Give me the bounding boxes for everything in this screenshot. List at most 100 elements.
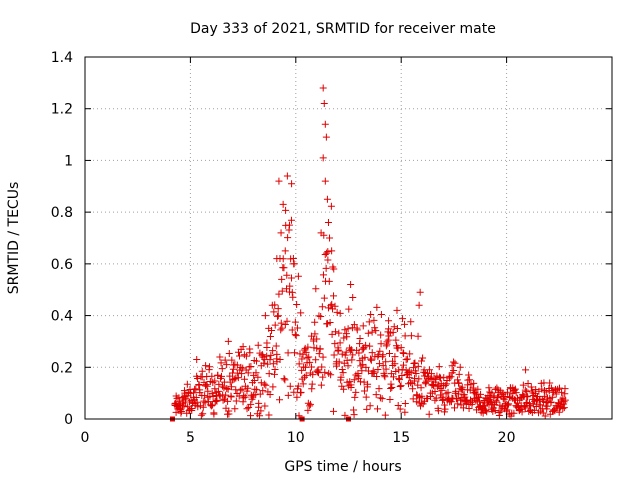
data-point (180, 402, 188, 410)
data-point (435, 363, 443, 371)
data-point (522, 366, 530, 374)
data-point (342, 330, 350, 338)
data-point (210, 410, 218, 418)
data-point (338, 350, 346, 358)
data-point (220, 384, 228, 392)
data-point (351, 393, 359, 401)
data-point (284, 391, 292, 399)
data-point (381, 411, 389, 419)
data-point (379, 351, 387, 359)
data-point (402, 356, 410, 364)
data-point (431, 388, 439, 396)
data-point (366, 342, 374, 350)
data-point (293, 300, 301, 308)
data-point (290, 388, 298, 396)
data-point (399, 315, 407, 323)
data-point (359, 345, 367, 353)
data-point (283, 172, 291, 180)
data-point (326, 318, 334, 326)
data-point (215, 380, 223, 388)
data-point (288, 180, 296, 188)
data-point (224, 337, 232, 345)
data-point (377, 340, 385, 348)
y-tick-label: 1 (64, 153, 73, 169)
data-point (367, 355, 375, 363)
data-point (505, 400, 513, 408)
data-point (347, 346, 355, 354)
data-point (364, 329, 372, 337)
data-point (485, 384, 493, 392)
data-point (405, 374, 413, 382)
data-point (251, 391, 259, 399)
x-tick-label: 0 (81, 430, 90, 446)
data-point (344, 362, 352, 370)
data-point (394, 344, 402, 352)
data-point (324, 256, 332, 264)
data-point (172, 408, 180, 416)
data-point (346, 378, 354, 386)
data-point (306, 358, 314, 366)
data-point (254, 373, 262, 381)
data-point (337, 373, 345, 381)
data-point (546, 379, 554, 387)
data-point (471, 388, 479, 396)
data-point (396, 405, 404, 413)
data-point (198, 367, 206, 375)
data-point (385, 332, 393, 340)
data-point (177, 407, 185, 415)
data-point (284, 234, 292, 242)
data-point (320, 100, 328, 108)
data-point (382, 358, 390, 366)
data-point (317, 381, 325, 389)
data-point (338, 366, 346, 374)
data-point (271, 321, 279, 329)
data-point (414, 362, 422, 370)
data-point (208, 372, 216, 380)
data-point (383, 340, 391, 348)
data-point (387, 380, 395, 388)
data-point (252, 369, 260, 377)
data-point (207, 402, 215, 410)
data-point (482, 406, 490, 414)
y-tick-label: 1.2 (51, 102, 73, 118)
data-point (558, 388, 566, 396)
data-point (318, 363, 326, 371)
data-point (225, 349, 233, 357)
data-point (330, 292, 338, 300)
data-point (241, 393, 249, 401)
data-point (369, 367, 377, 375)
data-point (527, 383, 535, 391)
data-point (397, 382, 405, 390)
data-point (425, 410, 433, 418)
data-point (291, 331, 299, 339)
data-point (265, 370, 273, 378)
data-point (327, 371, 335, 379)
data-point (306, 402, 314, 410)
data-point (356, 334, 364, 342)
data-point (283, 271, 291, 279)
data-point (328, 247, 336, 255)
data-point (183, 380, 191, 388)
data-point (382, 365, 390, 373)
data-point (341, 326, 349, 334)
data-point (418, 392, 426, 400)
data-point (364, 380, 372, 388)
data-point (329, 407, 337, 415)
data-point (247, 363, 255, 371)
data-point (530, 406, 538, 414)
data-point (266, 332, 274, 340)
data-point (266, 391, 274, 399)
data-point (287, 216, 295, 224)
data-point (302, 371, 310, 379)
data-point (370, 316, 378, 324)
data-point (384, 336, 392, 344)
data-point (224, 397, 232, 405)
data-point (398, 372, 406, 380)
data-point (243, 387, 251, 395)
data-point (450, 358, 458, 366)
axis-ticks: 0 5 10 15 20 0 0.2 0.4 0.6 0.8 1 1.2 1.4 (51, 50, 612, 446)
data-point (316, 345, 324, 353)
data-point (385, 350, 393, 358)
data-point (453, 394, 461, 402)
